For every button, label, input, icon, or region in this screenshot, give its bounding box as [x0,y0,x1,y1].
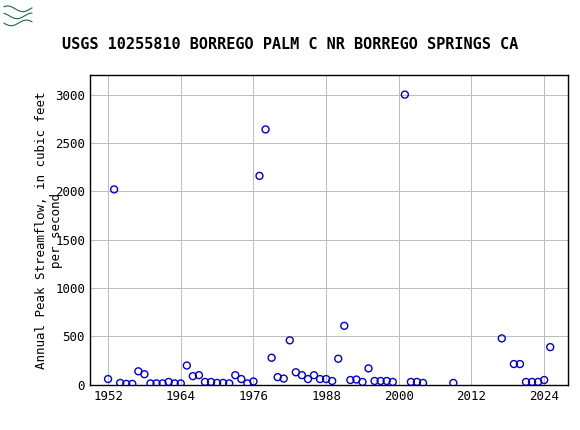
Point [521,378,531,385]
Point [128,381,137,387]
Point [255,172,264,179]
Point [309,372,318,379]
Point [200,378,209,385]
Point [298,372,307,379]
Point [176,380,186,387]
Point [279,375,288,382]
Point [170,380,179,387]
Point [243,380,252,387]
Point [497,335,506,342]
Point [285,337,295,344]
Point [134,368,143,375]
Point [249,378,258,385]
Point [122,381,131,387]
Point [328,378,337,384]
Point [388,378,397,385]
Point [103,376,113,383]
Point [140,371,149,378]
Point [224,380,234,387]
Point [515,361,524,368]
Point [219,380,228,386]
Point [382,378,392,384]
Point [316,376,325,383]
Point [291,369,300,376]
Point [346,377,355,384]
Point [194,372,204,379]
Y-axis label: Annual Peak Streamflow, in cubic feet
per second: Annual Peak Streamflow, in cubic feet pe… [35,91,63,369]
Point [358,378,367,385]
Point [539,377,549,384]
Point [212,380,222,386]
FancyBboxPatch shape [3,3,58,32]
Point [321,376,331,383]
Point [164,378,173,385]
Point [231,372,240,379]
Point [449,380,458,386]
Text: USGS 10255810 BORREGO PALM C NR BORREGO SPRINGS CA: USGS 10255810 BORREGO PALM C NR BORREGO … [62,37,518,52]
Point [261,126,270,133]
Point [534,378,543,385]
Point [400,91,409,98]
Point [364,365,373,372]
Point [412,378,422,385]
Point [237,376,246,383]
Point [340,322,349,329]
Point [406,378,415,385]
Point [152,380,161,387]
Point [158,380,167,387]
Point [182,362,191,369]
Point [527,378,536,385]
Point [370,378,379,384]
Point [273,374,282,381]
Point [267,354,276,361]
Point [546,344,555,350]
Point [115,380,125,386]
Point [509,361,519,368]
Point [303,376,313,383]
Point [188,373,198,380]
Point [146,380,155,387]
Point [206,378,216,385]
Point [418,380,427,386]
Point [351,376,361,383]
Point [110,186,119,193]
Point [376,378,385,384]
Point [334,355,343,362]
Text: USGS: USGS [63,7,122,26]
